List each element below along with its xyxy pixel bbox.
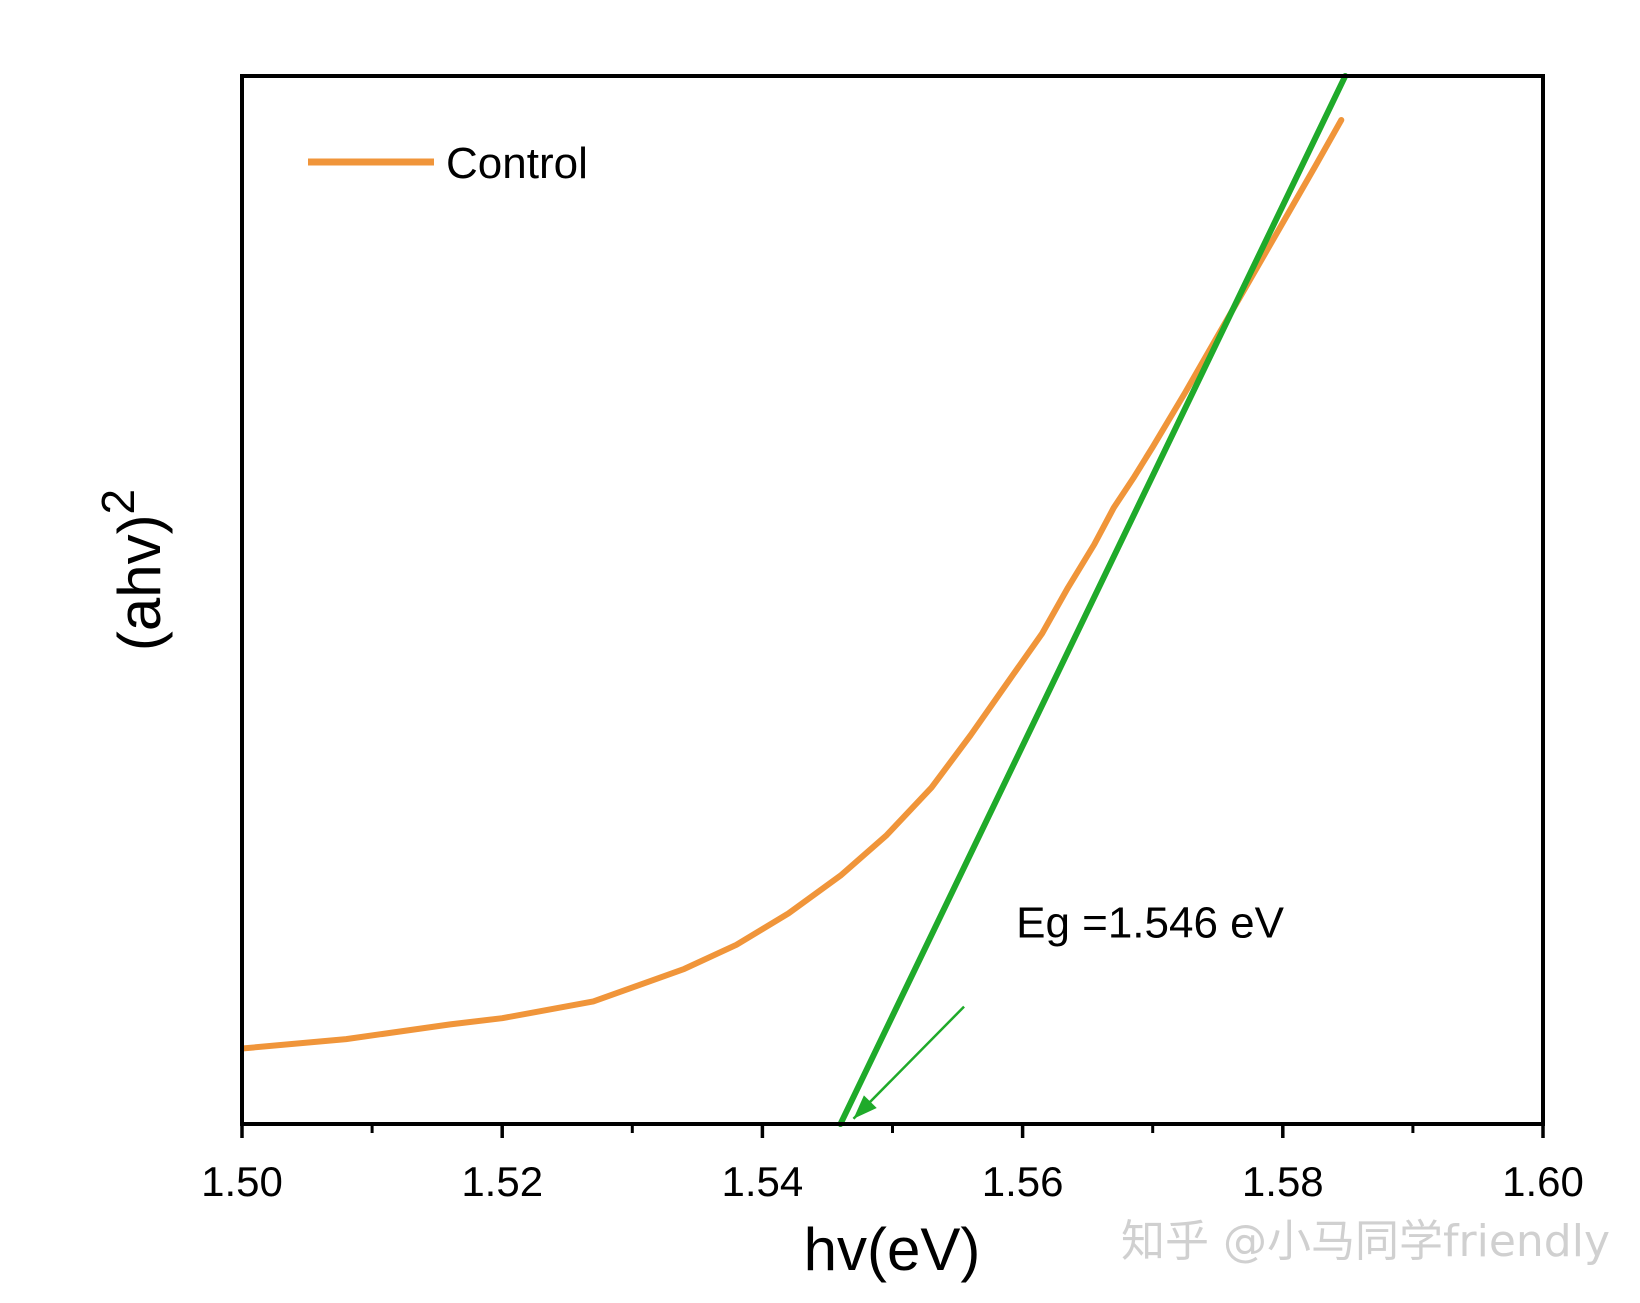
arrow-layer (852, 1005, 965, 1120)
x-ticks: 1.50 1.52 1.54 1.56 1.58 1.60 (201, 1124, 1584, 1205)
x-tick-label: 1.54 (722, 1158, 804, 1205)
tangent-layer (837, 73, 1349, 1127)
legend-label-control: Control (446, 139, 588, 188)
arrow-head (853, 1095, 877, 1119)
plot-frame (240, 74, 1545, 1126)
x-tick-label: 1.50 (201, 1158, 283, 1205)
y-axis-title: (ahv)2 (92, 489, 173, 651)
y-axis-title-superscript: 2 (92, 489, 144, 515)
watermark: 知乎 @小马同学friendly (1121, 1216, 1610, 1267)
x-tick-label: 1.56 (982, 1158, 1064, 1205)
x-tick-label: 1.58 (1242, 1158, 1324, 1205)
x-tick-label: 1.52 (461, 1158, 543, 1205)
bandgap-annotation: Eg =1.546 eV (1016, 898, 1285, 947)
x-tick-label: 1.60 (1502, 1158, 1584, 1205)
tangent-line (837, 73, 1349, 1127)
arrow-shaft (852, 1005, 965, 1120)
legend: Control (308, 139, 588, 188)
x-axis-title: hv(eV) (804, 1216, 981, 1283)
y-axis-title-base: (ahv) (106, 514, 173, 651)
